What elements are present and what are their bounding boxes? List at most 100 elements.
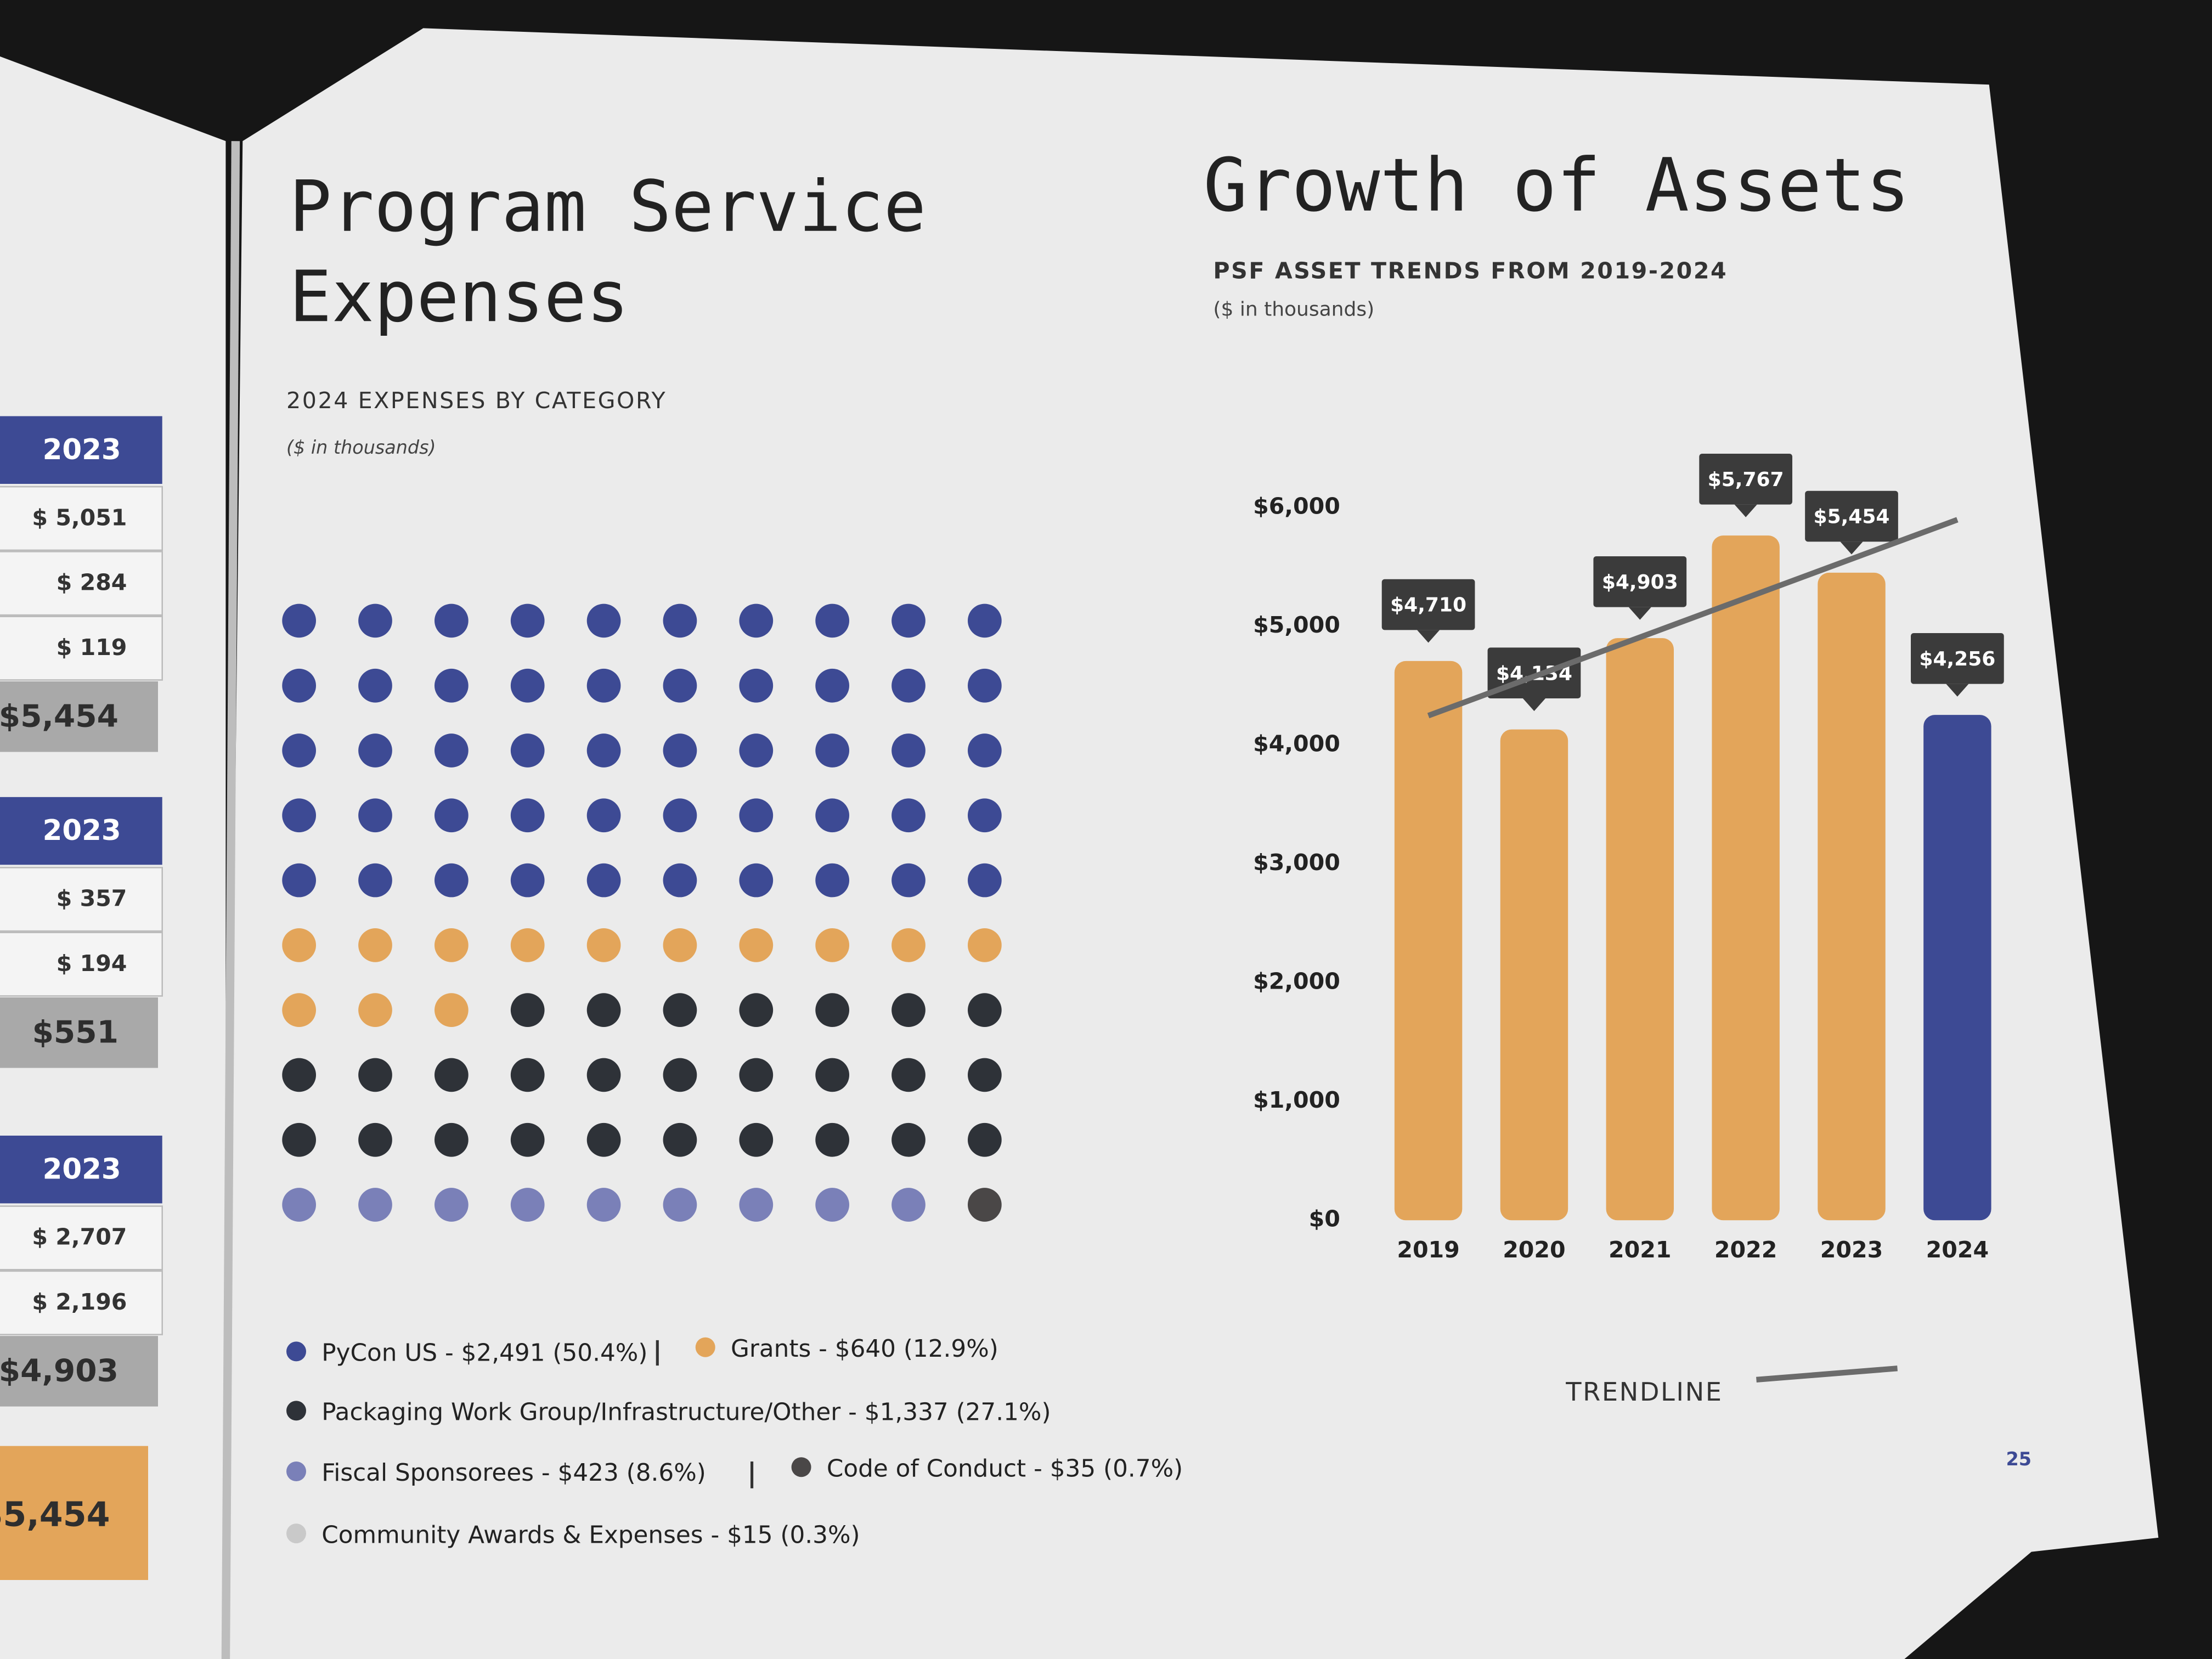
bar [1500, 729, 1568, 1221]
waffle-dot [510, 603, 545, 638]
waffle-dot [815, 798, 849, 833]
value-label: $4,256 [1919, 648, 1995, 670]
x-tick-label: 2020 [1503, 1237, 1565, 1263]
chart-note: ($ in thousands) [286, 437, 436, 458]
waffle-dot [891, 798, 926, 833]
bar [1923, 715, 1991, 1221]
waffle-dot [663, 1058, 697, 1092]
waffle-dot [739, 1188, 774, 1222]
chart-note: ($ in thousands) [1213, 298, 1374, 321]
waffle-dot [891, 1188, 926, 1222]
waffle-dot [891, 603, 926, 638]
waffle-dot [815, 733, 849, 768]
waffle-dot [282, 993, 316, 1027]
waffle-dot [358, 863, 392, 898]
right-page [225, 28, 2159, 1659]
waffle-dot [663, 1122, 697, 1157]
legend-swatch [286, 1523, 306, 1544]
waffle-dot [968, 1188, 1002, 1222]
value-label-pointer [1840, 541, 1863, 555]
waffle-dot [510, 798, 545, 833]
waffle-dot [891, 1122, 926, 1157]
waffle-dot [739, 863, 774, 898]
table-total: $5,454 [0, 698, 119, 734]
table-cell-text: $ 194 [57, 950, 127, 977]
waffle-dot [435, 798, 469, 833]
waffle-dot [815, 928, 849, 962]
waffle-dot [435, 928, 469, 962]
y-tick-label: $4,000 [1253, 731, 1340, 757]
waffle-dot [815, 1058, 849, 1092]
waffle-dot [358, 668, 392, 703]
value-label: $5,767 [1708, 469, 1784, 491]
value-label-box [1911, 633, 2004, 684]
value-label-pointer [1522, 698, 1545, 712]
y-tick-label: $6,000 [1253, 493, 1340, 520]
waffle-dot [891, 668, 926, 703]
waffle-dot [282, 733, 316, 768]
waffle-dot [358, 993, 392, 1027]
x-tick-label: 2022 [1714, 1237, 1777, 1263]
waffle-dot [282, 863, 316, 898]
waffle-dot [435, 993, 469, 1027]
waffle-dot [586, 1122, 621, 1157]
waffle-dot [968, 733, 1002, 768]
waffle-dot [510, 928, 545, 962]
table-header: 2023 [43, 1153, 121, 1186]
waffle-dot [358, 928, 392, 962]
legend-label: Packaging Work Group/Infrastructure/Othe… [321, 1398, 1051, 1426]
waffle-dot [586, 1058, 621, 1092]
value-label-pointer [1946, 684, 1969, 697]
table-cell [0, 616, 163, 681]
legend-label: Community Awards & Expenses - $15 (0.3%) [321, 1521, 860, 1549]
waffle-dot [510, 1058, 545, 1092]
waffle-dot [968, 603, 1002, 638]
waffle-dot [968, 668, 1002, 703]
waffle-dot [282, 928, 316, 962]
legend-swatch [286, 1341, 306, 1362]
waffle-dot [358, 1058, 392, 1092]
legend-swatch [286, 1401, 306, 1421]
value-label-box [1593, 556, 1687, 607]
value-label-box [1699, 453, 1792, 505]
waffle-dot [815, 993, 849, 1027]
waffle-dot [510, 733, 545, 768]
waffle-dot [282, 1188, 316, 1222]
x-tick-label: 2024 [1926, 1237, 1989, 1263]
waffle-dot [586, 668, 621, 703]
table-header: 2023 [43, 814, 121, 847]
waffle-dot [891, 1058, 926, 1092]
waffle-dot [968, 863, 1002, 898]
waffle-dot [739, 1058, 774, 1092]
table-cell [0, 1270, 163, 1335]
waffle-dot [435, 1122, 469, 1157]
table-cell-text: $ 284 [57, 569, 127, 596]
bar [1394, 661, 1463, 1221]
waffle-dot [663, 798, 697, 833]
value-label: $4,710 [1390, 594, 1466, 617]
bar [1712, 535, 1780, 1221]
bar [1818, 572, 1886, 1221]
waffle-dot [739, 733, 774, 768]
waffle-dot [663, 1188, 697, 1222]
y-tick-label: $2,000 [1253, 968, 1340, 994]
legend-label: Grants - $640 (12.9%) [731, 1335, 998, 1363]
waffle-dot [435, 603, 469, 638]
value-label-pointer [1417, 630, 1440, 643]
waffle-dot [663, 863, 697, 898]
waffle-dot [815, 1122, 849, 1157]
waffle-dot [968, 993, 1002, 1027]
chart-title: Program Service Expenses [289, 166, 926, 338]
value-label-box [1805, 490, 1898, 542]
waffle-dot [739, 603, 774, 638]
waffle-dot [282, 603, 316, 638]
table-cell [0, 486, 163, 551]
waffle-dot [282, 798, 316, 833]
waffle-dot [282, 1122, 316, 1157]
waffle-dot [968, 1122, 1002, 1157]
gutter [221, 141, 240, 1659]
chart-subtitle: PSF ASSET TRENDS FROM 2019-2024 [1213, 257, 1728, 284]
waffle-dot [739, 928, 774, 962]
legend-swatch [1756, 1365, 1898, 1383]
value-label-pointer [1628, 607, 1651, 620]
